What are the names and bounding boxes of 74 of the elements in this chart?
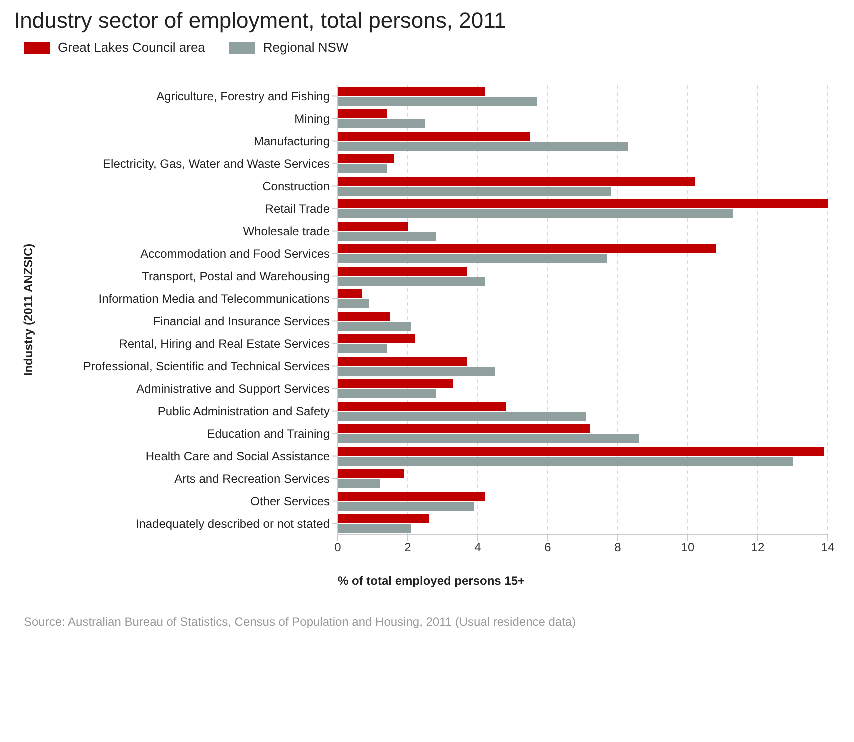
bar — [338, 290, 362, 298]
x-tick-label: 6 — [544, 540, 552, 555]
x-tick-label: 0 — [334, 540, 342, 555]
bar — [338, 492, 485, 501]
bar — [338, 267, 468, 276]
bar — [338, 164, 387, 174]
bar — [338, 300, 370, 308]
bar — [338, 142, 628, 151]
y-tick-label: Electricity, Gas, Water and Waste Services — [103, 157, 330, 172]
x-axis-title: % of total employed persons 15+ — [338, 574, 526, 588]
x-tick-label: 2 — [404, 540, 412, 555]
bar — [338, 87, 485, 96]
bar — [338, 334, 415, 344]
bar — [338, 447, 824, 456]
source-note: Source: Australian Bureau of Statistics, Census of Population and Housing, 2011 (Usual residence data) — [24, 615, 578, 629]
bar — [338, 412, 586, 421]
x-tick-label: 10 — [681, 540, 695, 555]
x-tick-label: 8 — [614, 540, 622, 555]
bar — [338, 132, 530, 141]
bar — [338, 97, 538, 106]
bar — [338, 402, 506, 411]
y-tick-label: Other Services — [250, 494, 330, 509]
y-tick-label: Transport, Postal and Warehousing — [142, 270, 330, 284]
bar — [338, 232, 436, 241]
bar — [338, 357, 468, 366]
bar — [338, 380, 454, 388]
y-tick-label: Inadequately described or not stated — [136, 517, 330, 532]
bar — [338, 390, 436, 398]
x-tick-label: 14 — [821, 540, 835, 555]
y-tick-label: Arts and Recreation Services — [174, 472, 330, 486]
bar — [338, 524, 412, 534]
legend-label: Great Lakes Council area — [58, 40, 206, 55]
y-tick-label: Public Administration and Safety — [158, 404, 330, 419]
y-tick-label: Administrative and Support Services — [136, 382, 330, 396]
bar — [338, 434, 639, 444]
bar — [338, 480, 380, 488]
y-tick-label: Accommodation and Food Services — [140, 247, 330, 262]
bar — [338, 120, 426, 128]
x-tick-label: 12 — [751, 540, 765, 555]
y-tick-label: Agriculture, Forestry and Fishing — [156, 90, 330, 104]
bar — [338, 277, 485, 286]
y-tick-label: Mining — [294, 112, 330, 126]
bar — [338, 322, 412, 331]
bar — [338, 312, 390, 321]
chart-title: Industry sector of employment, total persons, 2011 — [14, 8, 508, 34]
y-tick-label: Manufacturing — [254, 134, 330, 149]
y-tick-label: Construction — [262, 180, 330, 194]
bar — [338, 367, 496, 376]
bar — [338, 424, 590, 434]
y-tick-label: Financial and Insurance Services — [153, 314, 330, 329]
bar — [338, 177, 695, 186]
y-tick-label: Wholesale trade — [243, 224, 330, 239]
y-tick-label: Health Care and Social Assistance — [146, 450, 330, 464]
bar — [338, 344, 387, 354]
bar — [338, 110, 387, 118]
y-tick-label: Retail Trade — [265, 202, 330, 216]
x-tick-label: 4 — [474, 540, 482, 555]
bar — [338, 210, 734, 218]
bar — [338, 457, 793, 466]
bar — [338, 254, 608, 264]
bar — [338, 514, 429, 524]
y-tick-label: Professional, Scientific and Technical Services — [83, 360, 330, 374]
y-axis-title: Industry (2011 ANZSIC) — [21, 244, 36, 376]
y-tick-label: Rental, Hiring and Real Estate Services — [119, 337, 330, 352]
legend-label: Regional NSW — [263, 40, 349, 55]
bar — [338, 154, 394, 164]
y-tick-label: Education and Training — [207, 427, 330, 442]
bar — [338, 470, 404, 478]
bar — [338, 244, 716, 254]
bar — [338, 502, 474, 511]
bar — [338, 222, 408, 231]
bar — [338, 187, 611, 196]
bar — [338, 200, 828, 208]
y-tick-label: Information Media and Telecommunications — [98, 292, 330, 306]
